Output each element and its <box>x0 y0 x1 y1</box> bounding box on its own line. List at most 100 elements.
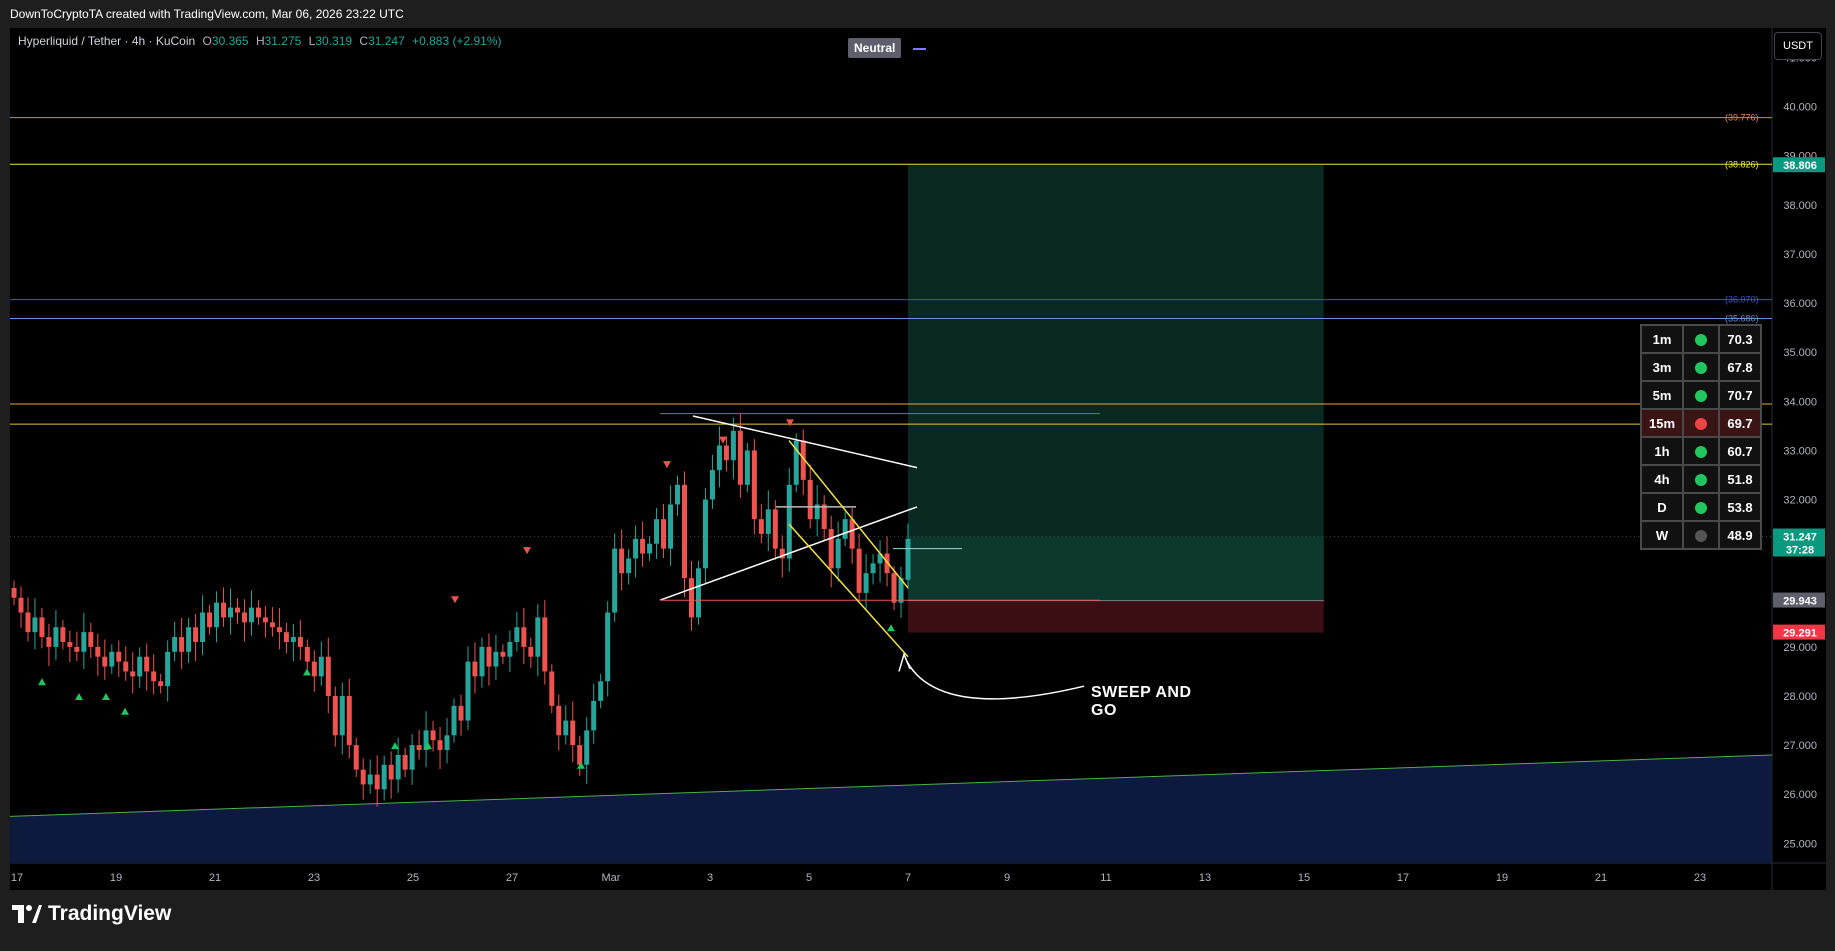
open-label: O <box>202 34 212 48</box>
close-label: C <box>359 34 369 48</box>
long-position-stop-zone[interactable] <box>908 600 1324 633</box>
support-zone <box>10 754 1772 863</box>
buy-signal-icon <box>887 624 895 632</box>
x-tick-label: 7 <box>905 872 911 884</box>
candle-body <box>584 730 590 765</box>
status-dot-icon <box>1695 446 1707 459</box>
candle-body <box>905 538 911 580</box>
candle-body <box>472 661 478 677</box>
candle-body <box>626 558 632 574</box>
candle-body <box>388 764 394 780</box>
candle-body <box>709 470 715 500</box>
candle-body <box>290 637 296 642</box>
candle-body <box>898 578 904 603</box>
candle-body <box>465 661 471 721</box>
candle-body <box>884 553 890 574</box>
channel-upper-line <box>788 440 909 589</box>
candle-body <box>723 445 729 461</box>
low-value: 30.319 <box>315 34 353 48</box>
y-tick-label: 34.000 <box>1783 396 1817 408</box>
candle-body <box>814 504 820 520</box>
candle-body <box>311 661 317 677</box>
candle-body <box>807 479 813 520</box>
candle-body <box>339 696 345 736</box>
candle-body <box>563 720 569 736</box>
price-label-bg <box>1773 592 1825 608</box>
buy-signal-icon <box>75 693 83 700</box>
rsi-status <box>1682 492 1720 522</box>
sell-signal-icon <box>663 461 671 469</box>
candle-body <box>193 627 199 642</box>
rsi-row-1h: 1h 60.7 <box>1640 436 1762 466</box>
x-tick-label: 3 <box>707 872 713 884</box>
buy-signal-icon <box>424 742 432 750</box>
candle-body <box>95 646 101 657</box>
candle-body <box>605 612 611 682</box>
candle-body <box>235 607 240 613</box>
buy-signal-icon <box>102 693 110 700</box>
rsi-timeframe: 4h <box>1640 464 1684 494</box>
buy-signal-icon <box>38 678 46 686</box>
candle-body <box>695 568 701 618</box>
long-position-target-zone[interactable] <box>908 165 1324 601</box>
y-tick-label: 38.000 <box>1783 200 1817 212</box>
candle-body <box>549 671 555 706</box>
candle-body <box>25 612 31 633</box>
y-tick-label: 37.000 <box>1783 249 1817 261</box>
candle-body <box>821 504 827 529</box>
sell-signal-icon <box>719 436 727 444</box>
candle-body <box>395 754 401 780</box>
y-tick-label: 40.000 <box>1783 102 1817 114</box>
candle-body <box>661 519 667 549</box>
candle-body <box>514 627 520 642</box>
candle-body <box>647 543 653 554</box>
candle-body <box>786 484 792 559</box>
sweep-arrow-head-icon <box>898 651 911 672</box>
candle-body <box>430 730 436 741</box>
rsi-timeframe: 1m <box>1640 324 1684 354</box>
status-dot-icon <box>1695 334 1707 347</box>
candle-body <box>744 450 750 485</box>
chart-frame[interactable]: (39.776)(38.826)(36.070)(35.686)(33.945)… <box>10 28 1826 890</box>
x-tick-label: 25 <box>407 872 419 884</box>
candle-body <box>283 632 289 642</box>
candle-body <box>46 637 52 647</box>
sell-signal-icon <box>451 596 459 604</box>
status-dot-icon <box>1695 390 1707 403</box>
candle-body <box>891 573 897 603</box>
tradingview-logo[interactable]: TradingView <box>12 902 171 926</box>
wedge-upper-line <box>692 415 918 469</box>
price-label-bg <box>1773 528 1825 557</box>
currency-button[interactable]: USDT <box>1774 32 1822 60</box>
neutral-badge[interactable]: Neutral <box>848 38 902 58</box>
candle-body <box>479 646 485 677</box>
price-chart[interactable]: (39.776)(38.826)(36.070)(35.686)(33.945)… <box>10 28 1826 890</box>
price-label-bg <box>1773 157 1825 173</box>
support-trendline <box>10 754 1773 817</box>
candle-body <box>318 656 324 677</box>
candle-body <box>556 705 562 736</box>
y-tick-label: 27.000 <box>1783 740 1817 752</box>
rsi-timeframe: W <box>1640 520 1684 550</box>
candle-body <box>186 627 192 652</box>
candle-body <box>381 764 387 790</box>
attribution-bar: DownToCryptoTA created with TradingView.… <box>0 0 1835 28</box>
sweep-annotation[interactable]: SWEEP AND GO <box>1091 684 1192 720</box>
tradingview-logo-icon <box>12 905 42 923</box>
candle-body <box>535 617 541 657</box>
key-level-label: (38.826) <box>1725 159 1759 169</box>
y-tick-label: 26.000 <box>1783 789 1817 801</box>
candle-body <box>360 769 366 785</box>
rsi-status <box>1682 408 1720 438</box>
candle-body <box>688 578 694 618</box>
price-label: 29.291 <box>1783 628 1817 640</box>
rsi-status <box>1682 464 1720 494</box>
candle-body <box>123 661 129 672</box>
sell-signal-icon <box>523 547 531 555</box>
candle-body <box>402 754 408 770</box>
open-value: 30.365 <box>211 34 249 48</box>
candle-body <box>730 430 736 461</box>
candle-body <box>828 529 834 569</box>
candle-body <box>304 646 310 662</box>
price-label: 29.943 <box>1783 596 1817 608</box>
